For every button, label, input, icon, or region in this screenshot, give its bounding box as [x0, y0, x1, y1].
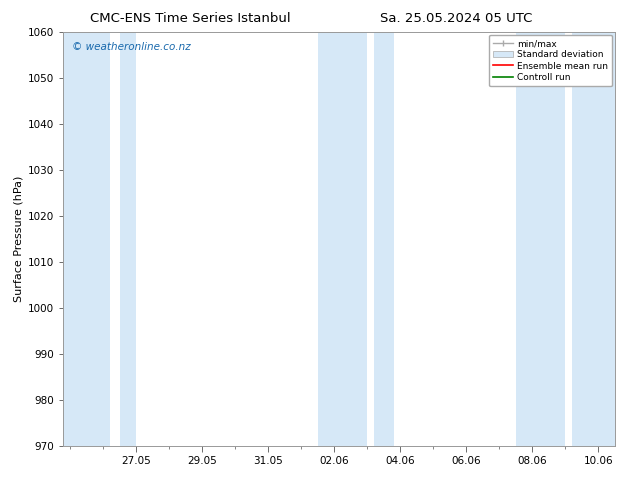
Bar	[63, 32, 110, 446]
Bar	[572, 32, 615, 446]
Text: CMC-ENS Time Series Istanbul: CMC-ENS Time Series Istanbul	[90, 12, 290, 25]
Legend: min/max, Standard deviation, Ensemble mean run, Controll run: min/max, Standard deviation, Ensemble me…	[489, 35, 612, 86]
Bar	[516, 32, 566, 446]
Text: © weatheronline.co.nz: © weatheronline.co.nz	[72, 42, 190, 52]
Bar	[120, 32, 136, 446]
Bar	[318, 32, 367, 446]
Bar	[374, 32, 394, 446]
Y-axis label: Surface Pressure (hPa): Surface Pressure (hPa)	[14, 176, 24, 302]
Text: Sa. 25.05.2024 05 UTC: Sa. 25.05.2024 05 UTC	[380, 12, 533, 25]
